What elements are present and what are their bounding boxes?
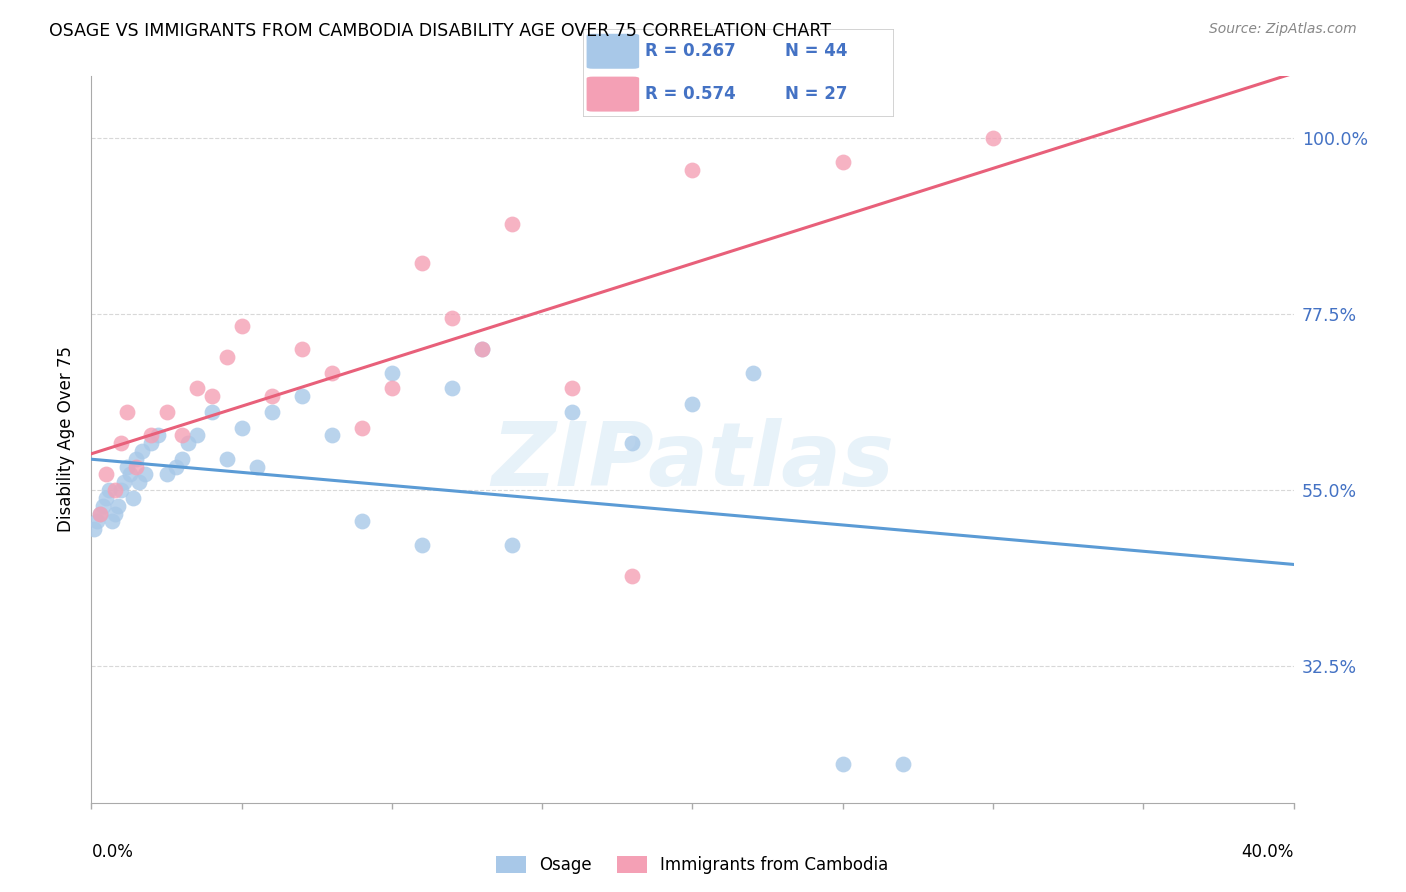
Point — [561, 382, 583, 396]
Point — [260, 405, 283, 419]
FancyBboxPatch shape — [586, 77, 640, 112]
Point — [321, 366, 343, 380]
Point — [131, 444, 153, 458]
Point — [291, 389, 314, 403]
Point — [231, 318, 253, 333]
Point — [246, 459, 269, 474]
Point — [501, 538, 523, 552]
Y-axis label: Disability Age Over 75: Disability Age Over 75 — [58, 346, 76, 533]
Point — [381, 366, 404, 380]
Point — [681, 397, 703, 411]
Point — [831, 756, 853, 771]
Text: 0.0%: 0.0% — [91, 843, 134, 861]
Point — [411, 256, 433, 270]
Point — [125, 451, 148, 466]
Point — [122, 491, 145, 505]
Point — [128, 475, 150, 490]
Text: N = 44: N = 44 — [785, 42, 846, 60]
Text: R = 0.574: R = 0.574 — [645, 85, 737, 103]
Text: OSAGE VS IMMIGRANTS FROM CAMBODIA DISABILITY AGE OVER 75 CORRELATION CHART: OSAGE VS IMMIGRANTS FROM CAMBODIA DISABI… — [49, 22, 831, 40]
Point — [471, 343, 494, 357]
Point — [291, 343, 314, 357]
Point — [89, 507, 111, 521]
Point — [101, 515, 124, 529]
FancyBboxPatch shape — [586, 34, 640, 69]
Point — [141, 428, 163, 442]
Point — [110, 436, 132, 450]
Text: Source: ZipAtlas.com: Source: ZipAtlas.com — [1209, 22, 1357, 37]
Point — [134, 467, 156, 482]
Point — [125, 459, 148, 474]
Point — [96, 467, 118, 482]
Point — [117, 405, 139, 419]
Point — [120, 467, 142, 482]
Point — [321, 428, 343, 442]
Point — [170, 428, 193, 442]
Point — [176, 436, 198, 450]
Point — [981, 131, 1004, 145]
Point — [441, 311, 464, 326]
Text: 40.0%: 40.0% — [1241, 843, 1294, 861]
Point — [170, 451, 193, 466]
Point — [215, 350, 238, 364]
Point — [350, 515, 373, 529]
Point — [201, 389, 224, 403]
Point — [350, 420, 373, 434]
Point — [155, 467, 177, 482]
Point — [110, 483, 132, 497]
Point — [141, 436, 163, 450]
Point — [411, 538, 433, 552]
Point — [681, 162, 703, 177]
Point — [186, 428, 208, 442]
Point — [89, 507, 111, 521]
Point — [621, 436, 644, 450]
Point — [104, 507, 127, 521]
Text: N = 27: N = 27 — [785, 85, 846, 103]
Point — [501, 218, 523, 232]
Text: ZIPatlas: ZIPatlas — [491, 417, 894, 505]
Point — [114, 475, 136, 490]
Point — [96, 491, 118, 505]
Point — [83, 522, 105, 536]
Point — [215, 451, 238, 466]
Point — [741, 366, 763, 380]
Point — [381, 382, 404, 396]
Point — [165, 459, 187, 474]
Point — [231, 420, 253, 434]
Point — [107, 499, 129, 513]
Point — [441, 382, 464, 396]
Point — [831, 154, 853, 169]
Point — [260, 389, 283, 403]
Point — [201, 405, 224, 419]
Point — [86, 515, 108, 529]
Legend: Osage, Immigrants from Cambodia: Osage, Immigrants from Cambodia — [496, 856, 889, 874]
Point — [117, 459, 139, 474]
Point — [155, 405, 177, 419]
Point — [561, 405, 583, 419]
Point — [98, 483, 121, 497]
Point — [471, 343, 494, 357]
Point — [104, 483, 127, 497]
Text: R = 0.267: R = 0.267 — [645, 42, 737, 60]
Point — [146, 428, 169, 442]
Point — [93, 499, 115, 513]
Point — [621, 569, 644, 583]
Point — [891, 756, 914, 771]
Point — [186, 382, 208, 396]
